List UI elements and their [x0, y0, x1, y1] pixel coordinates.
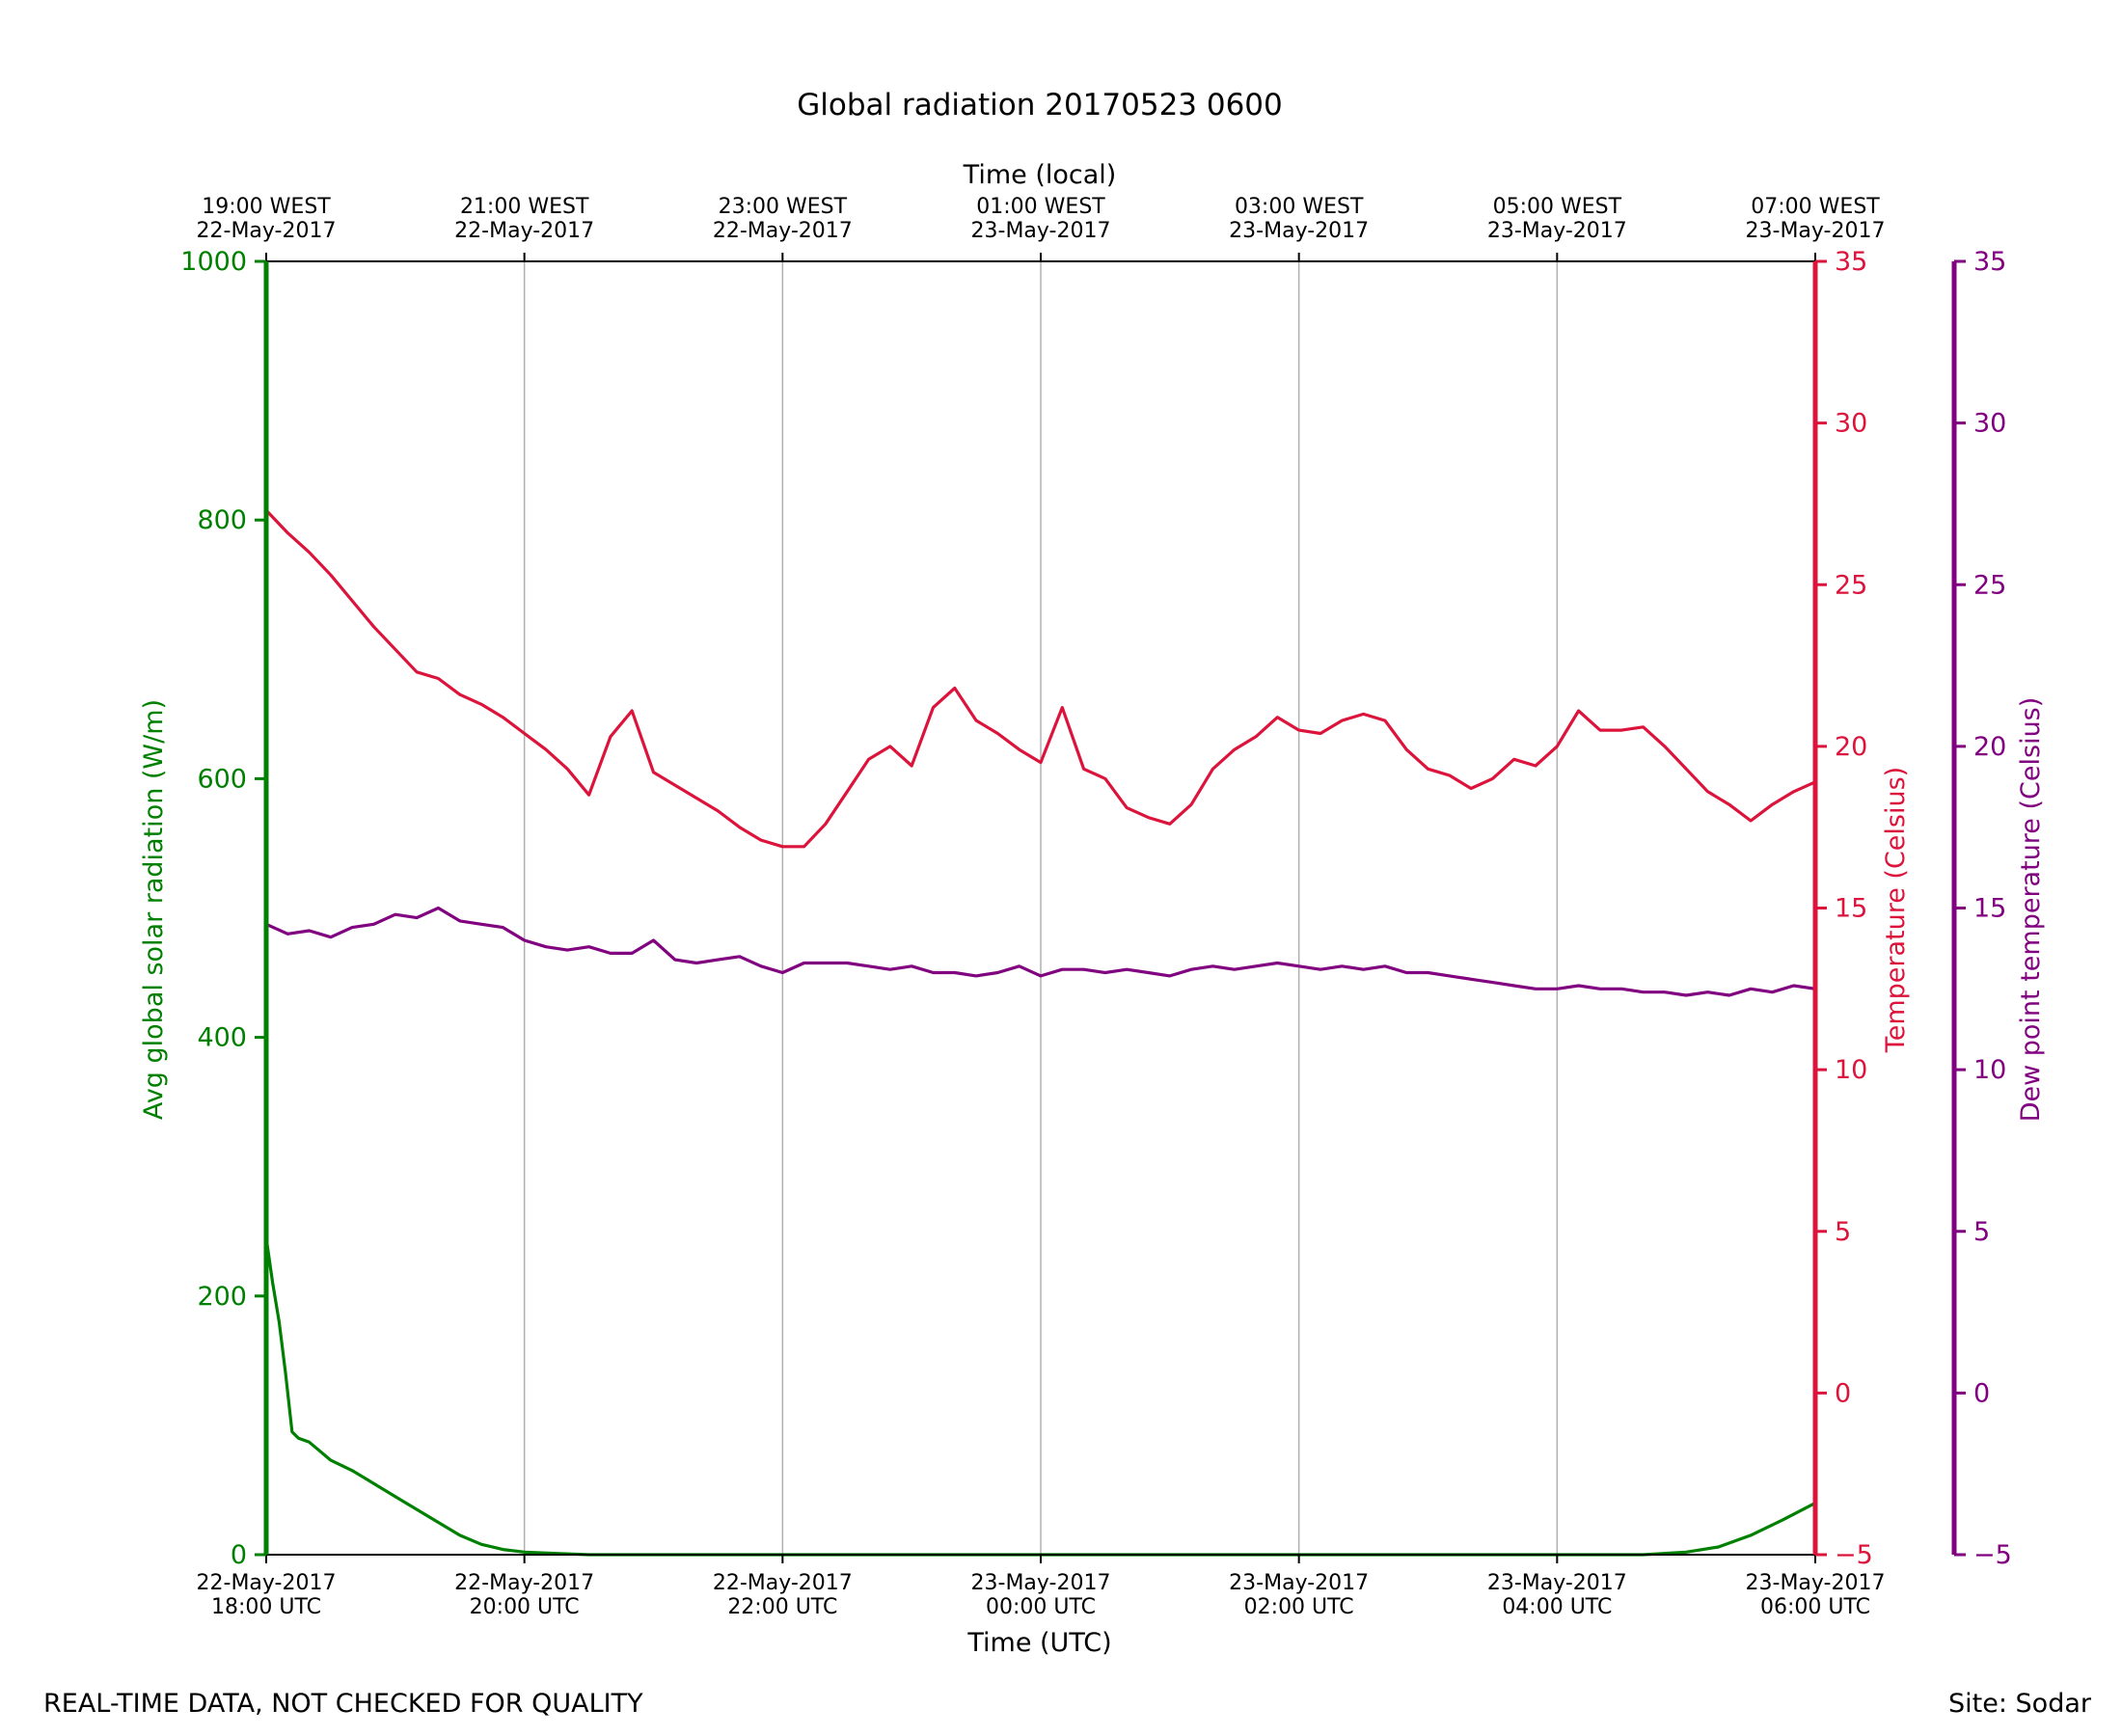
y-axis-label-radiation: Avg global solar radiation (W/m) [139, 699, 169, 1120]
y-tick-label-temperature: 20 [1835, 732, 1867, 762]
y-tick-label-radiation: 1000 [180, 247, 247, 277]
x-tick-label-top: 05:00 WEST [1493, 195, 1622, 219]
x-tick-label-top: 01:00 WEST [976, 195, 1105, 219]
x-tick-label-bottom: 04:00 UTC [1502, 1595, 1612, 1619]
x-tick-label-bottom: 00:00 UTC [986, 1595, 1096, 1619]
x-tick-label-top: 22-May-2017 [454, 219, 594, 243]
x-tick-label-bottom: 23-May-2017 [1746, 1571, 1886, 1595]
x-tick-label-bottom: 06:00 UTC [1760, 1595, 1870, 1619]
x-tick-label-bottom: 02:00 UTC [1244, 1595, 1354, 1619]
x-tick-label-top: 22-May-2017 [197, 219, 337, 243]
grid-lines [523, 261, 1559, 1555]
y-tick-label-dewpoint: 0 [1973, 1378, 1990, 1408]
y-tick-label-temperature: 0 [1835, 1378, 1851, 1408]
x-tick-label-bottom: 18:00 UTC [211, 1595, 321, 1619]
x-tick-label-top: 03:00 WEST [1235, 195, 1364, 219]
x-tick-label-top: 23-May-2017 [971, 219, 1111, 243]
y-axis-label-temperature: Temperature (Celsius) [1881, 767, 1911, 1053]
y-tick-label-temperature: −5 [1835, 1540, 1873, 1570]
y-tick-label-dewpoint: −5 [1973, 1540, 2012, 1570]
y-tick-label-radiation: 800 [197, 505, 247, 535]
series-line-temperature [264, 508, 1817, 849]
x-tick-label-top: 23-May-2017 [1229, 219, 1369, 243]
x-tick-label-top: 23-May-2017 [1487, 219, 1627, 243]
x-tick-label-top: 23-May-2017 [1746, 219, 1886, 243]
x-tick-label-bottom: 23-May-2017 [1229, 1571, 1369, 1595]
y-tick-label-radiation: 400 [197, 1023, 247, 1053]
x-tick-label-top: 19:00 WEST [202, 195, 331, 219]
series-line-dewpoint [264, 906, 1817, 997]
quality-note: REAL-TIME DATA, NOT CHECKED FOR QUALITY [43, 1689, 643, 1719]
chart-title: Global radiation 20170523 0600 [797, 88, 1283, 122]
y-tick-label-dewpoint: 15 [1973, 894, 2006, 924]
y-tick-label-temperature: 35 [1835, 247, 1867, 277]
y-tick-label-dewpoint: 25 [1973, 570, 2006, 600]
y-tick-label-temperature: 25 [1835, 570, 1867, 600]
y-tick-label-radiation: 200 [197, 1282, 247, 1312]
x-tick-label-bottom: 22-May-2017 [197, 1571, 337, 1595]
y-tick-label-dewpoint: 20 [1973, 732, 2006, 762]
x-tick-label-bottom: 20:00 UTC [470, 1595, 580, 1619]
x-tick-label-bottom: 22-May-2017 [713, 1571, 853, 1595]
x-axis-label-bottom: Time (UTC) [966, 1628, 1111, 1658]
y-tick-label-dewpoint: 35 [1973, 247, 2006, 277]
x-tick-label-bottom: 22-May-2017 [454, 1571, 594, 1595]
site-label: Site: Sodar [1948, 1689, 2092, 1719]
y-tick-label-temperature: 30 [1835, 409, 1867, 439]
x-tick-label-top: 23:00 WEST [719, 195, 848, 219]
y-tick-label-temperature: 10 [1835, 1055, 1867, 1085]
y-tick-label-temperature: 15 [1835, 894, 1867, 924]
y-tick-label-temperature: 5 [1835, 1217, 1851, 1247]
y-tick-label-radiation: 600 [197, 764, 247, 794]
y-tick-label-radiation: 0 [231, 1540, 247, 1570]
x-tick-label-top: 21:00 WEST [460, 195, 589, 219]
x-tick-label-bottom: 23-May-2017 [1487, 1571, 1627, 1595]
y-tick-label-dewpoint: 10 [1973, 1055, 2006, 1085]
x-tick-label-top: 07:00 WEST [1751, 195, 1880, 219]
x-axis-label-top: Time (local) [963, 160, 1117, 190]
x-tick-label-bottom: 23-May-2017 [971, 1571, 1111, 1595]
x-tick-label-bottom: 22:00 UTC [727, 1595, 837, 1619]
y-tick-label-dewpoint: 30 [1973, 409, 2006, 439]
y-axis-label-dewpoint: Dew point temperature (Celsius) [2016, 697, 2046, 1123]
x-tick-label-top: 22-May-2017 [713, 219, 853, 243]
y-tick-label-dewpoint: 5 [1973, 1217, 1990, 1247]
